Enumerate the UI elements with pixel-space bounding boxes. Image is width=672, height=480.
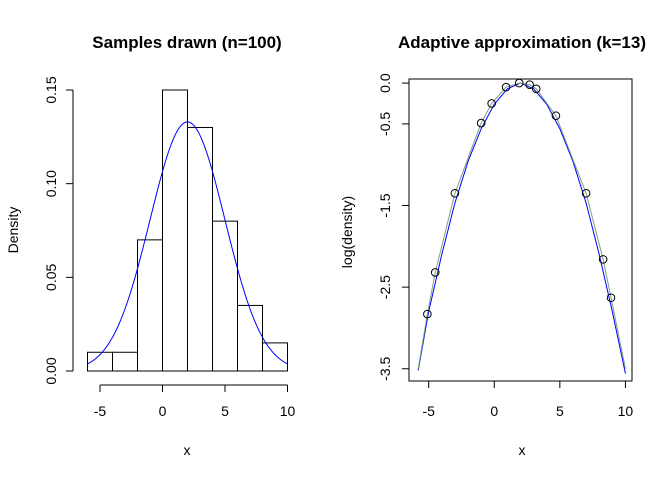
hist-bars [87,89,288,372]
approx-point-12 [606,293,616,303]
approx-point-5 [501,82,511,92]
hist-x-tick-label: 5 [221,403,229,419]
approx-point-2 [450,188,460,198]
approx-series-line-0 [417,82,626,374]
approx-x-tick-label: 5 [556,403,564,419]
approx-x-tick-label: -5 [422,403,435,419]
approx-point-6 [514,78,524,88]
approx-y-tick-label: -2.5 [377,275,393,299]
approx-point-7 [525,80,534,90]
approx-point-4 [487,99,496,108]
hist-x-tick-label: 0 [159,403,167,419]
approximation-panel: Adaptive approximation (k=13) x log(dens… [339,33,646,458]
approx-x-axis: -5 0 5 10 [422,380,634,419]
approx-point-1 [430,268,440,277]
hist-bar-3 [162,89,188,372]
approx-y-axis: 0.0 -0.5 -1.5 -2.5 -3.5 [377,73,409,381]
hist-bar-7 [262,342,288,372]
approx-series [417,82,626,374]
approx-points [423,78,616,319]
hist-bar-1 [112,351,138,372]
hist-xlabel: x [184,442,191,458]
hist-bar-6 [237,304,263,372]
approx-y-tick-label: -1.5 [377,193,393,217]
approx-y-tick-label: -3.5 [377,356,393,380]
hist-title: Samples drawn (n=100) [92,33,281,52]
hist-x-tick-label: 10 [280,403,296,419]
hist-bar-2 [137,239,163,372]
approx-point-11 [598,255,608,264]
approx-series-line-1 [417,82,626,369]
hist-x-tick-label: -5 [94,403,107,419]
approx-title: Adaptive approximation (k=13) [398,33,646,52]
approx-x-tick-label: 0 [490,403,498,419]
approx-xlabel: x [519,442,526,458]
hist-y-tick-label: 0.00 [43,357,59,384]
approx-point-10 [581,188,591,198]
hist-x-axis: -5 0 5 10 [94,384,296,419]
histogram-panel: Samples drawn (n=100) x Density -5 0 5 10 0… [5,33,295,458]
hist-bar-5 [212,220,238,372]
hist-ylabel: Density [5,207,21,254]
approx-point-8 [531,84,541,94]
approx-y-tick-label: -0.5 [377,112,393,136]
approx-plot-box [408,78,633,382]
hist-y-tick-label: 0.15 [43,76,59,103]
hist-bar-4 [187,126,213,372]
approx-point-9 [551,111,561,121]
hist-y-tick-label: 0.05 [43,263,59,290]
approx-point-0 [423,309,432,319]
approx-x-tick-label: 10 [618,403,634,419]
hist-density-curve [87,121,288,365]
hist-y-axis: 0.00 0.05 0.10 0.15 [43,76,74,385]
hist-y-tick-label: 0.10 [43,170,59,197]
approx-ylabel: log(density) [339,196,355,268]
approx-point-3 [476,118,486,128]
approx-y-tick-label: 0.0 [377,73,393,93]
